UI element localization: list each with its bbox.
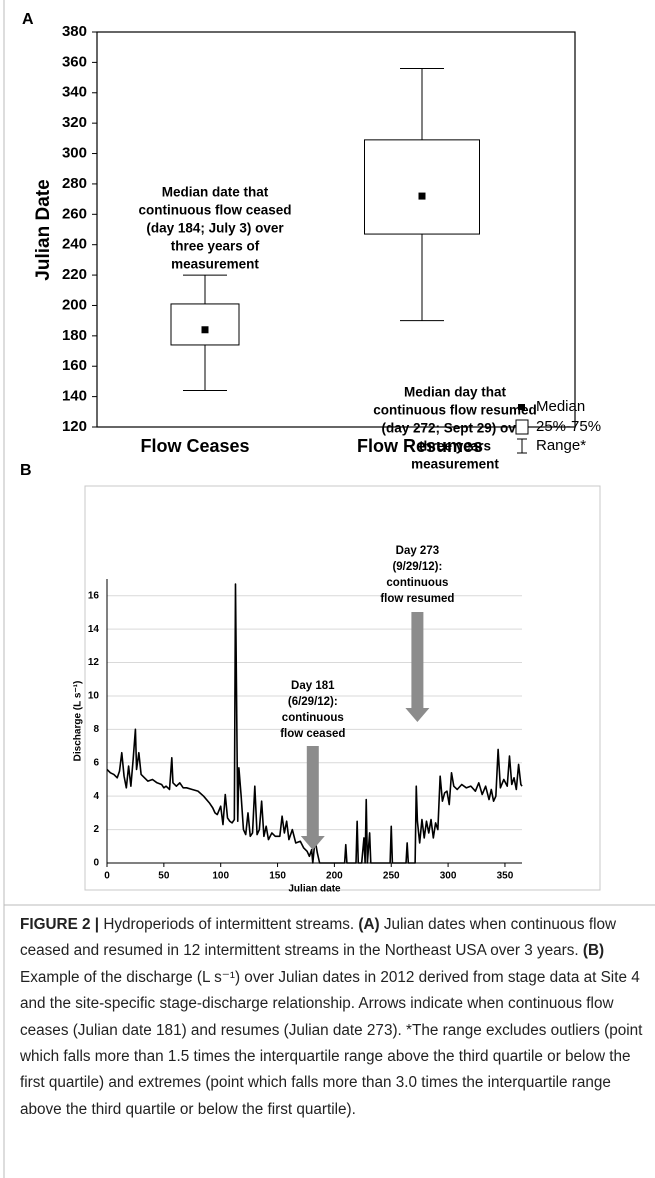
y-tick-label: 200 xyxy=(62,296,87,313)
legend-label: Median xyxy=(536,398,585,415)
x-tick-label: Flow Resumes xyxy=(357,436,483,456)
annotation: (day 272; Sept 29) over xyxy=(381,421,529,436)
annotation: continuous xyxy=(282,712,344,724)
legend-median xyxy=(518,404,525,410)
y-tick-label: 6 xyxy=(93,757,99,768)
y-tick-label: 240 xyxy=(62,236,87,253)
x-tick-label: 300 xyxy=(440,871,457,882)
y-tick-label: 2 xyxy=(93,824,99,835)
median-marker xyxy=(201,326,209,334)
box xyxy=(170,303,240,346)
y-axis-label: Discharge (L s⁻¹) xyxy=(73,681,84,762)
annotation: continuous flow resumed xyxy=(373,403,537,418)
annotation: flow ceased xyxy=(280,728,345,740)
annotation: (9/29/12): xyxy=(392,561,442,573)
y-tick-label: 14 xyxy=(88,624,100,635)
x-tick-label: Flow Ceases xyxy=(140,436,249,456)
y-tick-label: 220 xyxy=(62,266,87,283)
annotation: continuous xyxy=(386,577,448,589)
panel-frame xyxy=(84,485,601,891)
arrow xyxy=(300,746,325,850)
y-tick-label: 120 xyxy=(62,418,87,435)
y-tick-label: 12 xyxy=(88,657,100,668)
annotation: Day 181 xyxy=(291,680,335,692)
caption-text: (B) xyxy=(582,942,605,960)
annotation: Median date that xyxy=(162,185,269,200)
y-tick-label: 4 xyxy=(93,791,99,802)
caption-text: FIGURE 2 | xyxy=(20,916,100,933)
caption-text: Example of the discharge (L s⁻¹) over Ju… xyxy=(20,968,643,1118)
annotation: three years xyxy=(419,439,491,454)
legend-box xyxy=(515,419,529,435)
plot-frame xyxy=(96,31,576,428)
x-tick-label: 150 xyxy=(269,871,286,882)
panel-label: A xyxy=(22,11,34,28)
annotation: continuous flow ceased xyxy=(138,203,291,218)
y-tick-label: 380 xyxy=(62,23,87,40)
panel-label: B xyxy=(20,462,32,479)
y-tick-label: 16 xyxy=(88,590,100,601)
y-tick-label: 360 xyxy=(62,53,87,70)
y-tick-label: 8 xyxy=(93,724,99,735)
caption-text: Julian dates when continuous flow ceased… xyxy=(20,916,617,960)
median-marker xyxy=(418,192,426,200)
annotation: Median day that xyxy=(404,385,507,400)
y-tick-label: 140 xyxy=(62,388,87,405)
annotation: Day 273 xyxy=(396,545,439,557)
y-tick-label: 340 xyxy=(62,84,87,101)
caption-text: Hydroperiods of intermittent streams. xyxy=(103,916,355,933)
x-tick-label: 200 xyxy=(326,871,343,882)
y-tick-label: 160 xyxy=(62,357,87,374)
x-tick-label: 100 xyxy=(212,871,229,882)
x-tick-label: 350 xyxy=(497,871,514,882)
box xyxy=(364,139,480,235)
annotation: flow resumed xyxy=(380,593,454,605)
chart-area: A120140160180200220240260280300320340360… xyxy=(3,0,601,905)
x-tick-label: 50 xyxy=(158,871,170,882)
legend-label: Range* xyxy=(536,437,586,454)
y-tick-label: 300 xyxy=(62,145,87,162)
y-tick-label: 180 xyxy=(62,327,87,344)
y-axis-label: Julian Date xyxy=(33,179,54,280)
annotation: measurement xyxy=(411,457,499,472)
caption: FIGURE 2 | Hydroperiods of intermittent … xyxy=(20,912,645,1123)
y-tick-label: 10 xyxy=(88,691,100,702)
annotation: measurement xyxy=(171,257,259,272)
y-tick-label: 0 xyxy=(93,858,99,869)
caption-text: (A) xyxy=(358,916,380,933)
x-tick-label: 0 xyxy=(104,871,110,882)
x-axis-label: Julian date xyxy=(288,884,341,895)
legend-label: 25%-75% xyxy=(536,418,601,435)
data-line xyxy=(106,583,523,864)
annotation: three years of xyxy=(171,239,260,254)
y-tick-label: 320 xyxy=(62,114,87,131)
annotation: (6/29/12): xyxy=(288,696,338,708)
annotation: (day 184; July 3) over xyxy=(146,221,284,236)
x-tick-label: 250 xyxy=(383,871,400,882)
y-tick-label: 260 xyxy=(62,205,87,222)
y-tick-label: 280 xyxy=(62,175,87,192)
arrow xyxy=(405,612,430,722)
